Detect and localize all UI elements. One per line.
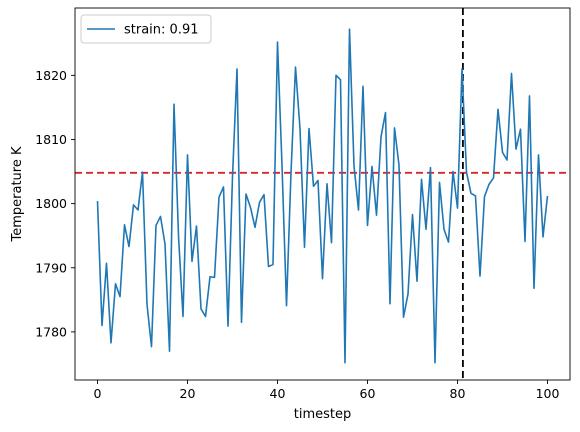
- x-tick-label: 100: [536, 386, 560, 401]
- y-tick-label: 1780: [35, 324, 67, 339]
- y-tick-label: 1790: [35, 260, 67, 275]
- x-tick-label: 20: [180, 386, 196, 401]
- plot-area-frame: [74, 7, 571, 381]
- legend-label: strain: 0.91: [124, 23, 199, 38]
- x-tick-label: 40: [270, 386, 286, 401]
- y-tick-label: 1820: [35, 68, 67, 83]
- x-axis-label: timestep: [294, 407, 352, 422]
- x-tick-label: 60: [360, 386, 376, 401]
- x-axis: 0 20 40 60 80 100: [94, 380, 560, 401]
- y-tick-label: 1800: [35, 196, 67, 211]
- series-line: [96, 28, 549, 364]
- legend: strain: 0.91: [80, 14, 212, 44]
- series-layer: [96, 28, 549, 364]
- y-axis: 1780 1790 1800 1810 1820: [35, 68, 75, 339]
- legend-box: [80, 14, 212, 44]
- y-axis-label: Temperature K: [10, 146, 25, 242]
- reference-lines: [75, 8, 570, 380]
- x-tick-label: 80: [450, 386, 466, 401]
- y-tick-label: 1810: [35, 132, 67, 147]
- x-tick-label: 0: [94, 386, 102, 401]
